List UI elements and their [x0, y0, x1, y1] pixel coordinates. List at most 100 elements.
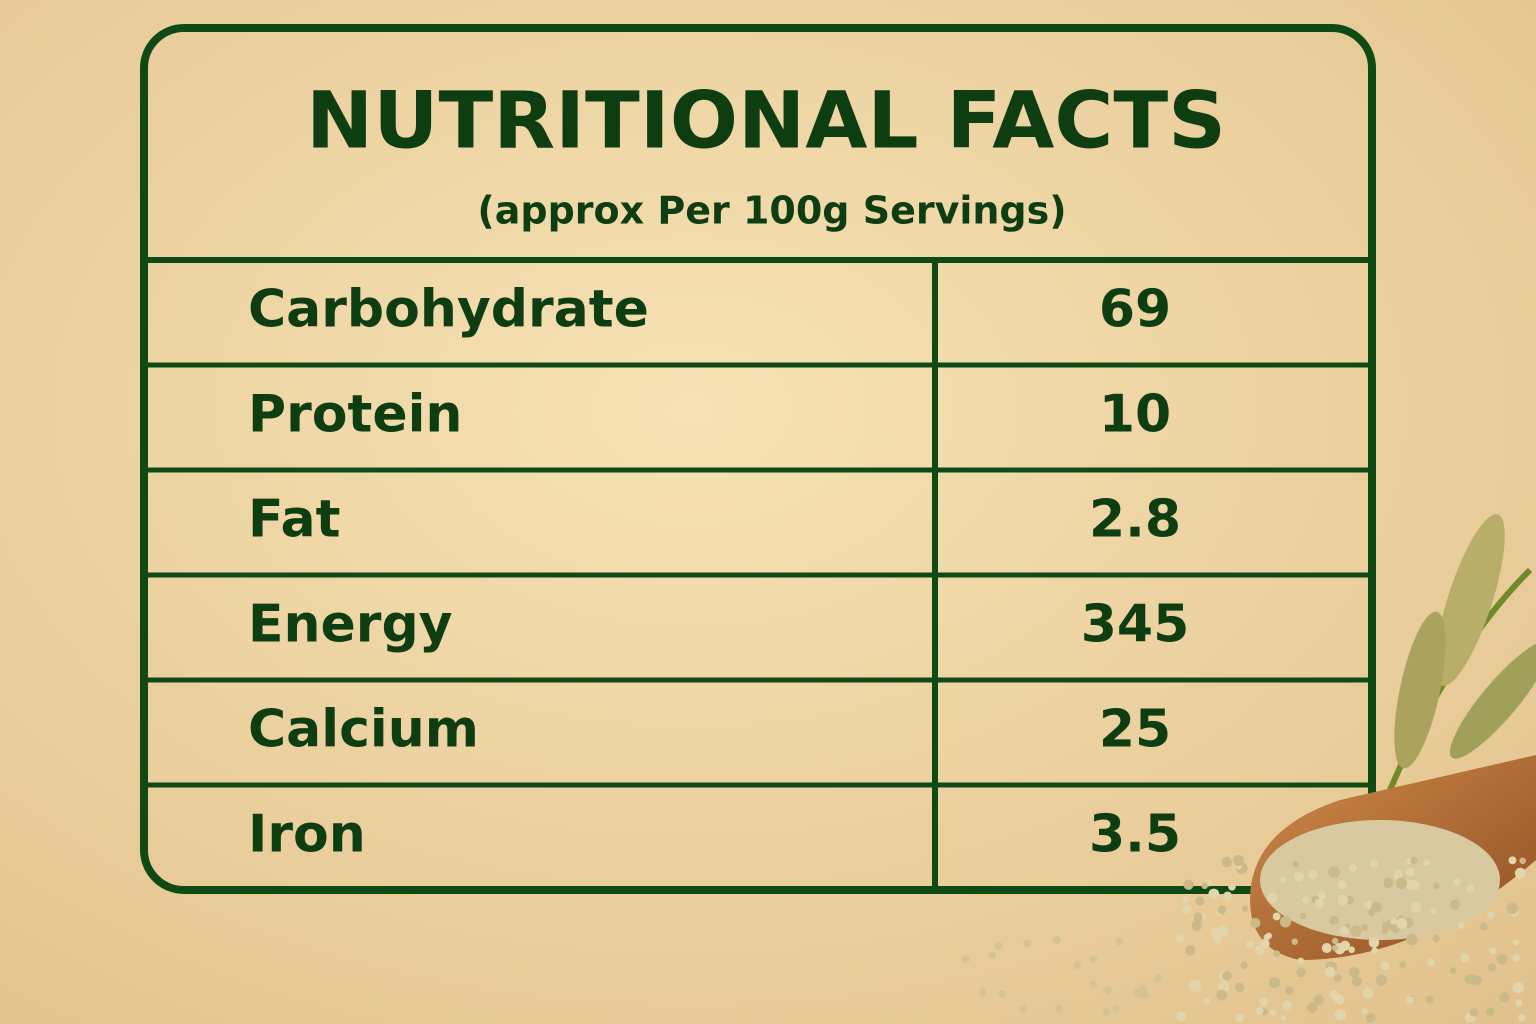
- title: NUTRITIONAL FACTS: [306, 76, 1226, 166]
- grain: [1181, 904, 1192, 915]
- grain: [1410, 901, 1422, 913]
- grain: [1314, 898, 1325, 909]
- grain: [1329, 915, 1339, 925]
- grain: [1362, 987, 1374, 999]
- grain: [1260, 938, 1270, 949]
- millet-ear: [1435, 514, 1505, 686]
- nutrient-value: 10: [1099, 385, 1171, 445]
- grain: [1240, 961, 1249, 969]
- grain: [1228, 882, 1236, 891]
- grain: [1324, 966, 1336, 978]
- grain: [1375, 974, 1388, 987]
- grain: [1183, 879, 1194, 890]
- grain: [1333, 993, 1342, 1003]
- grain: [1089, 980, 1098, 989]
- grain: [1279, 916, 1292, 928]
- grain: [1254, 945, 1265, 956]
- grain-pile: [1260, 820, 1500, 940]
- grain: [1381, 927, 1389, 934]
- grain: [1103, 986, 1112, 995]
- grain: [1154, 974, 1163, 983]
- nutrient-name: Carbohydrate: [248, 280, 649, 340]
- grain: [1292, 861, 1299, 868]
- grain: [1272, 912, 1281, 921]
- grain: [1427, 958, 1435, 967]
- grain: [1361, 1007, 1369, 1015]
- grain: [1317, 891, 1326, 900]
- grain: [1514, 867, 1526, 879]
- grain: [1218, 981, 1230, 993]
- grain: [1515, 999, 1523, 1007]
- nutrient-value: 69: [1099, 280, 1171, 340]
- grain: [1363, 900, 1372, 909]
- grain: [1466, 884, 1475, 893]
- grain: [1383, 877, 1394, 888]
- nutrient-name: Energy: [248, 595, 453, 655]
- grain: [1242, 905, 1249, 912]
- grain: [994, 941, 1003, 950]
- grain: [1518, 1013, 1526, 1022]
- grain: [1512, 953, 1521, 962]
- grain: [1054, 1004, 1063, 1013]
- grain: [1496, 953, 1508, 965]
- grain: [1302, 896, 1310, 904]
- grain: [1365, 1013, 1376, 1023]
- grain: [1430, 908, 1437, 915]
- grain: [1308, 869, 1318, 880]
- grain: [1313, 994, 1324, 1006]
- nutrient-name: Calcium: [248, 700, 479, 760]
- grain: [1337, 880, 1347, 890]
- grain: [1396, 917, 1408, 929]
- grain: [1506, 902, 1518, 915]
- grain: [1246, 940, 1254, 949]
- grain: [1052, 935, 1061, 944]
- grain: [1255, 1007, 1264, 1016]
- grain: [1487, 911, 1495, 919]
- millet-ear: [1394, 611, 1446, 769]
- table-border: [140, 24, 1376, 894]
- grain: [1115, 937, 1124, 946]
- grain: [1089, 954, 1098, 963]
- grain: [1449, 967, 1457, 975]
- nutrient-name: Fat: [248, 490, 340, 550]
- grain: [1410, 856, 1418, 865]
- nutrient-name: Iron: [248, 805, 366, 865]
- grain: [1423, 858, 1430, 866]
- grain: [1193, 912, 1202, 921]
- grain: [998, 990, 1007, 999]
- grain: [1217, 905, 1227, 914]
- grain: [1453, 878, 1461, 886]
- grain: [1352, 976, 1362, 987]
- grain: [1232, 854, 1245, 867]
- grain: [1185, 945, 1196, 956]
- grain: [1234, 982, 1245, 993]
- grain: [1222, 971, 1232, 981]
- grain: [1380, 961, 1390, 971]
- grain: [1405, 858, 1413, 865]
- grain: [1203, 997, 1211, 1005]
- table-body: Carbohydrate 69 Protein 10 Fat 2.8 Energy 345 Ca…: [148, 257, 1368, 890]
- grain: [1450, 899, 1461, 910]
- subtitle: (approx Per 100g Servings): [477, 189, 1066, 233]
- grain: [1390, 918, 1397, 925]
- grain: [1140, 990, 1149, 999]
- grain: [1432, 935, 1441, 943]
- grain: [1208, 888, 1220, 900]
- grain: [1368, 937, 1380, 948]
- grain: [1333, 974, 1343, 983]
- grain: [1282, 1000, 1292, 1011]
- grain: [1270, 1010, 1277, 1017]
- grain: [1433, 882, 1440, 890]
- grain: [1221, 856, 1233, 868]
- grain: [1405, 879, 1416, 890]
- grain: [1191, 920, 1202, 932]
- grain: [1339, 940, 1351, 951]
- grain: [1508, 856, 1517, 865]
- grain: [1263, 934, 1270, 941]
- grain: [1291, 938, 1298, 945]
- grain: [1405, 867, 1415, 877]
- nutrient-value: 345: [1081, 595, 1190, 655]
- grain: [1469, 1008, 1479, 1017]
- grain: [1457, 922, 1465, 930]
